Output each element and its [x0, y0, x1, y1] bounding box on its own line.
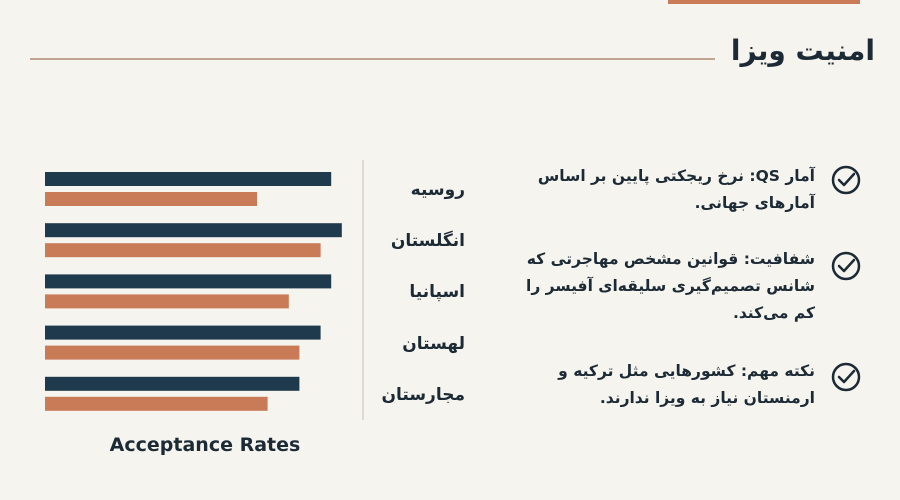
bullet-line: نکته مهم: کشورهایی مثل ترکیه و — [558, 362, 815, 380]
bullet-line: شانس تصمیم‌گیری سلیقه‌ای آفیسر را — [526, 277, 815, 295]
bar — [45, 345, 300, 360]
category-label: لهستان — [402, 333, 465, 354]
bullet: آمار QS: نرخ ریجکتی پایین بر اساس آمارها… — [495, 163, 815, 217]
bar — [45, 396, 268, 411]
bullet-line: آمار QS: نرخ ریجکتی پایین بر اساس — [537, 167, 815, 185]
bar — [45, 325, 321, 340]
bullet-line: آمارهای جهانی. — [694, 194, 815, 212]
bullet-line: کم می‌کند. — [732, 304, 815, 322]
check-icon — [831, 362, 861, 392]
bullet-line: شفافیت: قوانین مشخص مهاجرتی که — [526, 250, 815, 268]
category-label: مجارستان — [381, 384, 466, 405]
check-icon — [831, 165, 861, 195]
bullet-line: ارمنستان نیاز به ویزا ندارند. — [599, 389, 815, 407]
bullet: نکته مهم: کشورهایی مثل ترکیه و ارمنستان … — [495, 358, 815, 412]
bar — [45, 376, 300, 391]
slide-title: امنیت ویزا — [730, 34, 875, 67]
category-label: اسپانیا — [409, 282, 465, 303]
bar — [45, 294, 289, 309]
x-axis-label: Acceptance Rates — [109, 434, 301, 456]
category-label: انگلستان — [390, 231, 465, 252]
category-label: روسیه — [410, 180, 465, 200]
bar — [45, 223, 342, 238]
bullet: شفافیت: قوانین مشخص مهاجرتی که شانس تصمی… — [495, 246, 815, 327]
bar — [45, 274, 332, 289]
top-accent — [668, 0, 860, 4]
bar — [45, 243, 321, 258]
bar — [45, 192, 257, 206]
bar — [45, 172, 332, 186]
check-icon — [831, 251, 861, 281]
